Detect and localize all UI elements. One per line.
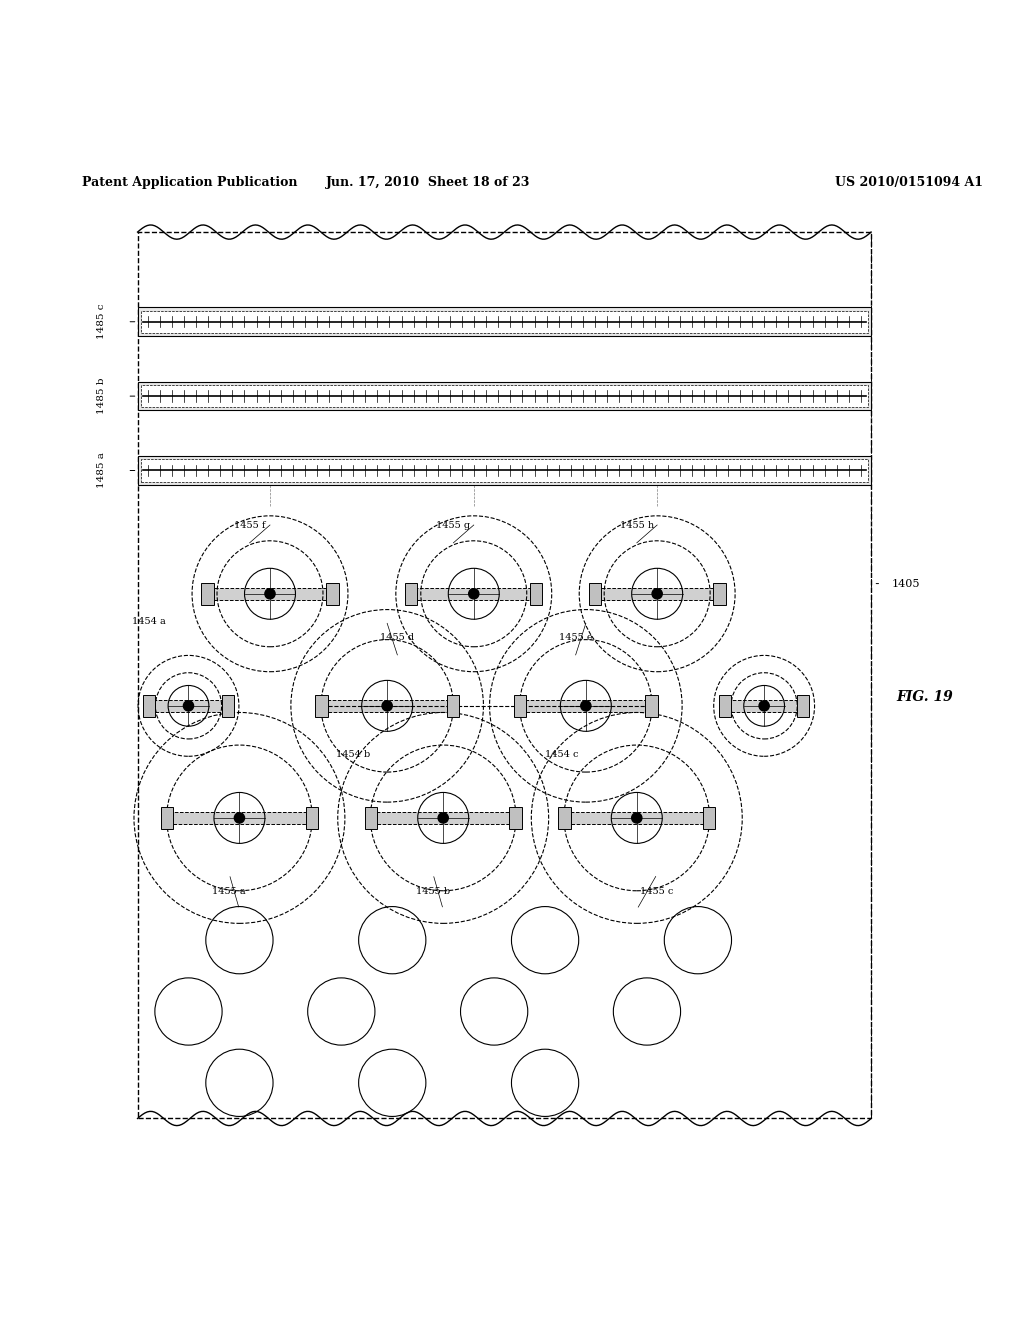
FancyBboxPatch shape	[526, 700, 645, 711]
Circle shape	[759, 701, 769, 711]
Text: Patent Application Publication: Patent Application Publication	[82, 177, 297, 189]
Circle shape	[632, 813, 642, 822]
Text: 1455 e: 1455 e	[559, 632, 593, 642]
FancyBboxPatch shape	[719, 694, 731, 717]
Text: 1455 b: 1455 b	[416, 887, 451, 896]
Circle shape	[652, 589, 663, 599]
FancyBboxPatch shape	[140, 385, 868, 408]
FancyBboxPatch shape	[509, 807, 521, 829]
Circle shape	[469, 589, 479, 599]
FancyBboxPatch shape	[161, 807, 173, 829]
Text: 1455 c: 1455 c	[640, 887, 674, 896]
FancyBboxPatch shape	[530, 582, 543, 605]
Text: 1455 d: 1455 d	[380, 632, 415, 642]
FancyBboxPatch shape	[137, 457, 871, 484]
FancyBboxPatch shape	[315, 694, 328, 717]
Circle shape	[438, 813, 449, 822]
Text: 1485 a: 1485 a	[97, 453, 106, 488]
Text: US 2010/0151094 A1: US 2010/0151094 A1	[836, 177, 983, 189]
FancyBboxPatch shape	[327, 582, 339, 605]
FancyBboxPatch shape	[731, 700, 798, 711]
FancyBboxPatch shape	[714, 582, 726, 605]
Text: 1485 c: 1485 c	[97, 304, 106, 339]
FancyBboxPatch shape	[221, 694, 233, 717]
FancyBboxPatch shape	[377, 812, 509, 824]
FancyBboxPatch shape	[418, 587, 530, 599]
FancyBboxPatch shape	[137, 381, 871, 411]
Text: 1455 a: 1455 a	[212, 887, 246, 896]
Text: 1405: 1405	[892, 578, 920, 589]
Text: 1454 b: 1454 b	[336, 750, 371, 759]
Text: 1454 c: 1454 c	[545, 750, 579, 759]
Text: Jun. 17, 2010  Sheet 18 of 23: Jun. 17, 2010 Sheet 18 of 23	[326, 177, 530, 189]
FancyBboxPatch shape	[140, 310, 868, 333]
FancyBboxPatch shape	[137, 308, 871, 337]
FancyBboxPatch shape	[703, 807, 715, 829]
Circle shape	[265, 589, 275, 599]
FancyBboxPatch shape	[140, 459, 868, 482]
FancyBboxPatch shape	[558, 807, 570, 829]
Text: 1455 g: 1455 g	[436, 520, 470, 529]
FancyBboxPatch shape	[645, 694, 657, 717]
Circle shape	[581, 701, 591, 711]
Text: 1455 f: 1455 f	[233, 520, 265, 529]
FancyBboxPatch shape	[214, 587, 327, 599]
Text: 1485 b: 1485 b	[97, 378, 106, 414]
Circle shape	[382, 701, 392, 711]
FancyBboxPatch shape	[601, 587, 714, 599]
Text: FIG. 19: FIG. 19	[897, 690, 953, 704]
Circle shape	[234, 813, 245, 822]
FancyBboxPatch shape	[446, 694, 459, 717]
Text: 1454 a: 1454 a	[132, 618, 166, 627]
FancyBboxPatch shape	[156, 700, 221, 711]
FancyBboxPatch shape	[798, 694, 810, 717]
FancyBboxPatch shape	[406, 582, 418, 605]
FancyBboxPatch shape	[365, 807, 377, 829]
FancyBboxPatch shape	[173, 812, 305, 824]
Circle shape	[183, 701, 194, 711]
FancyBboxPatch shape	[328, 700, 446, 711]
FancyBboxPatch shape	[514, 694, 526, 717]
FancyBboxPatch shape	[570, 812, 703, 824]
Text: 1455 h: 1455 h	[620, 520, 654, 529]
FancyBboxPatch shape	[589, 582, 601, 605]
FancyBboxPatch shape	[143, 694, 156, 717]
FancyBboxPatch shape	[202, 582, 214, 605]
FancyBboxPatch shape	[305, 807, 317, 829]
